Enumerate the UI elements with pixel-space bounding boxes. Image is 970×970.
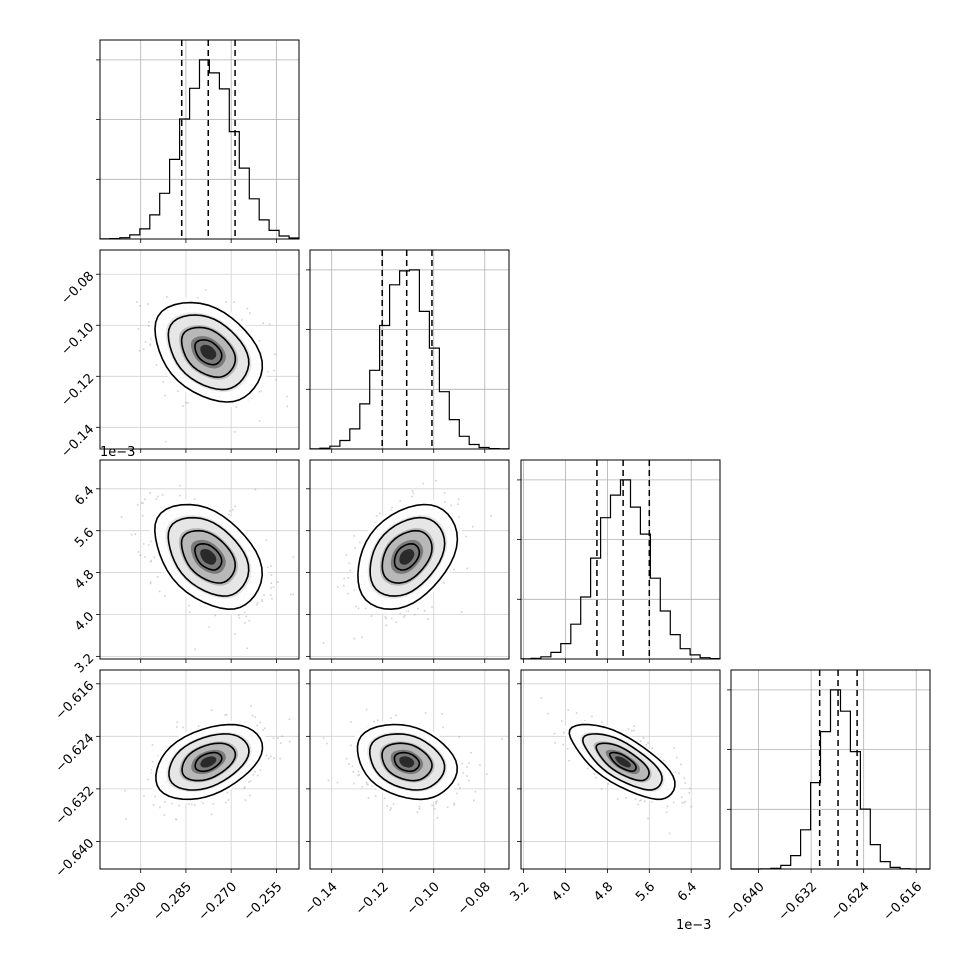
y-tick-label: −0.12	[59, 371, 98, 410]
y-tick-label: 3.2	[72, 651, 97, 676]
scatter-density	[322, 479, 492, 644]
y-tick-label: −0.10	[59, 320, 98, 359]
contour-3	[194, 751, 223, 773]
scatter-density	[540, 697, 693, 835]
panel-frame	[99, 459, 300, 660]
scatter-density	[136, 289, 289, 443]
contour-3	[393, 542, 421, 571]
x-tick-label: −0.08	[455, 879, 494, 918]
panel-3-2	[517, 669, 721, 873]
panel-frame	[309, 249, 510, 450]
x-tick-label: 4.0	[549, 879, 574, 904]
panel-frame	[99, 249, 300, 450]
x-tick-label: −0.616	[881, 879, 926, 924]
contour-2	[381, 529, 433, 584]
contour-0	[568, 723, 676, 801]
density-level-4	[399, 549, 415, 565]
panel-frame	[520, 669, 721, 870]
contour-1	[581, 733, 663, 791]
panel-3-0	[96, 669, 300, 873]
scatter-density	[120, 484, 295, 651]
panel-1-0	[96, 249, 300, 453]
panel-1-1	[306, 249, 510, 453]
panel-2-0	[96, 459, 300, 663]
contour-2	[180, 326, 237, 379]
contour-3	[608, 751, 637, 773]
panel-frame	[520, 459, 721, 660]
panel-3-1	[306, 669, 510, 873]
x-tick-label: −0.640	[723, 879, 768, 924]
histogram-0	[99, 59, 300, 240]
contour-2	[180, 529, 237, 584]
y-tick-label: −0.616	[53, 678, 98, 723]
density-level-4	[200, 344, 217, 360]
x-tick-label: −0.300	[105, 879, 150, 924]
panel-frame	[730, 669, 931, 870]
contour-0	[153, 503, 264, 611]
x-tick-label: −0.255	[241, 879, 286, 924]
panel-frame	[99, 39, 300, 240]
y-tick-label: 5.6	[72, 525, 97, 550]
contour-0	[154, 301, 264, 403]
panel-2-2	[517, 459, 721, 663]
x-tick-label: −0.285	[150, 879, 195, 924]
y-tick-label: 4.0	[72, 609, 97, 634]
contour-0	[357, 503, 459, 611]
panel-2-1	[306, 459, 510, 663]
contour-3	[393, 751, 421, 773]
contour-2	[181, 742, 237, 782]
contour-1	[167, 314, 250, 391]
x-tick-label: −0.270	[196, 879, 241, 924]
contour-1	[369, 516, 446, 597]
y-offset-label: 1e−3	[100, 445, 135, 460]
y-tick-label: −0.08	[59, 269, 98, 308]
contour-2	[381, 742, 433, 782]
density-level-4	[399, 756, 415, 768]
contour-1	[168, 733, 250, 791]
x-tick-label: −0.632	[776, 879, 821, 924]
contour-0	[155, 723, 264, 801]
contour-3	[194, 542, 223, 571]
contour-3	[194, 339, 223, 366]
density-level-4	[200, 549, 217, 565]
x-offset-label: 1e−3	[676, 918, 711, 933]
contour-2	[595, 742, 650, 782]
histogram-3	[731, 689, 930, 870]
x-tick-label: 5.6	[633, 879, 658, 904]
x-tick-label: −0.14	[302, 879, 341, 918]
density-level-4	[615, 756, 631, 768]
x-tick-label: −0.624	[828, 879, 873, 924]
y-tick-label: 4.8	[72, 567, 97, 592]
y-tick-label: −0.624	[53, 731, 98, 776]
histogram-1	[309, 269, 510, 450]
x-tick-label: 6.4	[675, 879, 700, 904]
scatter-density	[322, 708, 503, 819]
contour-1	[368, 733, 446, 791]
contour-0	[356, 723, 459, 801]
x-tick-label: 3.2	[507, 879, 532, 904]
panel-0-0	[96, 39, 300, 243]
scatter-density	[124, 705, 291, 821]
y-tick-label: 6.4	[72, 483, 97, 508]
x-tick-label: 4.8	[591, 879, 616, 904]
contour-1	[167, 516, 250, 597]
density-level-4	[200, 756, 217, 768]
y-tick-label: −0.14	[59, 422, 98, 461]
panel-frame	[309, 669, 510, 870]
y-tick-label: −0.632	[53, 784, 98, 829]
panel-frame	[309, 459, 510, 660]
panel-3-3	[727, 669, 931, 873]
x-tick-label: −0.12	[353, 879, 392, 918]
x-tick-label: −0.10	[404, 879, 443, 918]
y-tick-label: −0.640	[53, 836, 98, 881]
histogram-2	[520, 479, 721, 660]
panel-frame	[99, 669, 300, 870]
